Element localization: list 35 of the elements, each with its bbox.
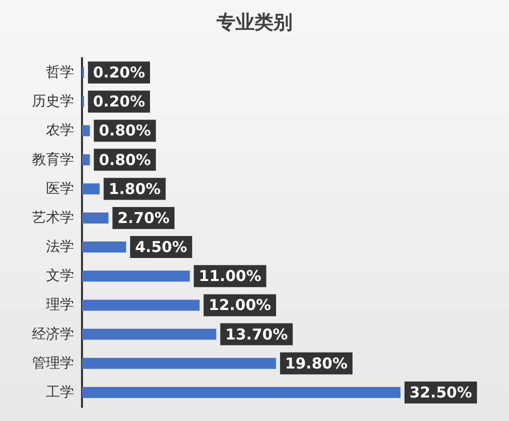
data-label: 12.00%: [208, 296, 272, 314]
y-tick-label: 经济学: [32, 326, 74, 342]
bar: [82, 242, 126, 253]
y-tick-label: 教育学: [32, 150, 74, 168]
bar: [82, 358, 276, 369]
y-tick-label: 工学: [46, 384, 74, 400]
data-label: 19.80%: [285, 354, 348, 372]
chart-title: 专业类别: [216, 12, 292, 34]
data-label: 2.70%: [117, 208, 170, 227]
y-tick-label: 文学: [46, 268, 74, 284]
y-tick-label: 历史学: [32, 94, 74, 110]
data-label: 11.00%: [198, 267, 262, 286]
data-label: 0.80%: [98, 150, 151, 169]
bar: [82, 270, 190, 282]
data-label: 1.80%: [108, 180, 161, 198]
data-label: 32.50%: [410, 383, 472, 402]
y-tick-label: 农学: [46, 122, 74, 139]
y-tick-label: 哲学: [46, 64, 74, 81]
y-tick-label: 管理学: [32, 355, 74, 372]
data-label: 0.80%: [98, 122, 151, 140]
y-tick-label: 艺术学: [32, 210, 74, 226]
data-label: 13.70%: [225, 325, 288, 344]
y-tick-label: 理学: [46, 297, 74, 314]
bar: [82, 300, 200, 311]
bar: [82, 328, 216, 340]
y-tick-label: 医学: [46, 180, 74, 197]
data-label: 4.50%: [135, 238, 188, 256]
data-label: 0.20%: [92, 92, 146, 111]
bar: [82, 183, 100, 194]
bar: [82, 125, 90, 136]
bar: [82, 212, 108, 224]
bar: [82, 386, 400, 398]
bar: [82, 154, 90, 166]
data-label: 0.20%: [92, 64, 146, 82]
y-tick-label: 法学: [46, 239, 74, 256]
